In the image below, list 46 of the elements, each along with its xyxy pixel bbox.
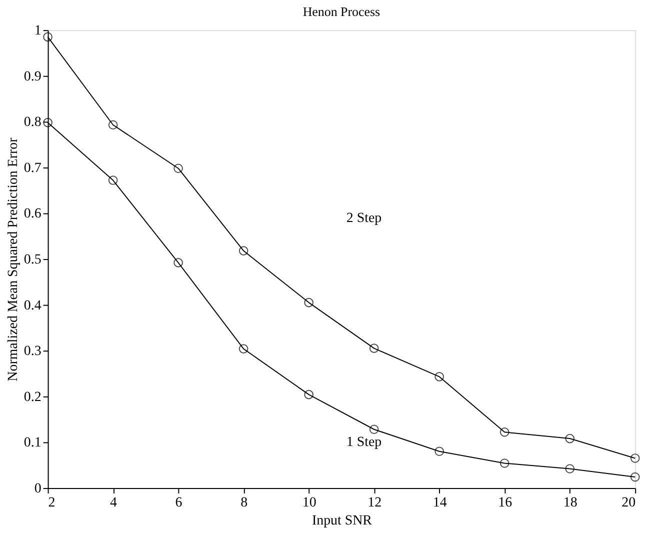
point — [434, 446, 444, 456]
y-tick-label: 0.6 — [24, 206, 42, 222]
x-tick-label: 8 — [240, 495, 248, 510]
annotation: 2 Step — [346, 211, 382, 226]
point — [304, 390, 314, 400]
point — [500, 427, 510, 437]
x-tick-label: 10 — [302, 495, 316, 510]
point — [108, 120, 118, 130]
point — [630, 472, 640, 482]
point — [174, 258, 183, 268]
y-tick-label: 0.7 — [24, 160, 42, 176]
point — [108, 176, 118, 185]
x-tick-label: 12 — [368, 495, 382, 510]
point — [174, 164, 183, 174]
y-tick-label: 1 — [34, 24, 42, 39]
point — [434, 372, 444, 382]
y-tick-label: 0.8 — [24, 115, 42, 130]
x-tick-label: 2 — [48, 495, 56, 510]
point — [369, 344, 379, 353]
point — [369, 424, 379, 434]
point — [630, 454, 640, 463]
x-tick-label: 6 — [175, 495, 182, 510]
point — [565, 434, 575, 444]
chart-title: Henon Process — [302, 4, 380, 20]
y-tick-label: 0 — [34, 481, 42, 496]
point — [565, 464, 575, 474]
point — [304, 298, 314, 308]
point — [238, 246, 248, 256]
annotation: 1 Step — [346, 435, 382, 450]
x-axis-title: Input SNR — [312, 513, 373, 528]
y-tick-label: 0.1 — [24, 436, 42, 451]
point — [238, 344, 248, 354]
y-tick-label: 0.9 — [24, 69, 42, 84]
x-tick-label: 18 — [563, 495, 578, 510]
point — [500, 458, 510, 468]
x-tick-label: 14 — [432, 495, 447, 510]
y-tick-label: 0.3 — [24, 344, 42, 360]
point — [43, 32, 52, 42]
y-tick-label: 0.5 — [24, 252, 42, 268]
x-tick-label: 4 — [110, 495, 118, 510]
x-tick-label: 20 — [622, 495, 636, 510]
x-tick-label: 16 — [498, 495, 512, 510]
y-tick-label: 0.2 — [24, 390, 42, 405]
y-axis-title: Normalized Mean Squared Prediction Error — [6, 137, 21, 382]
point — [43, 118, 52, 128]
y-tick-label: 0.4 — [24, 298, 42, 314]
